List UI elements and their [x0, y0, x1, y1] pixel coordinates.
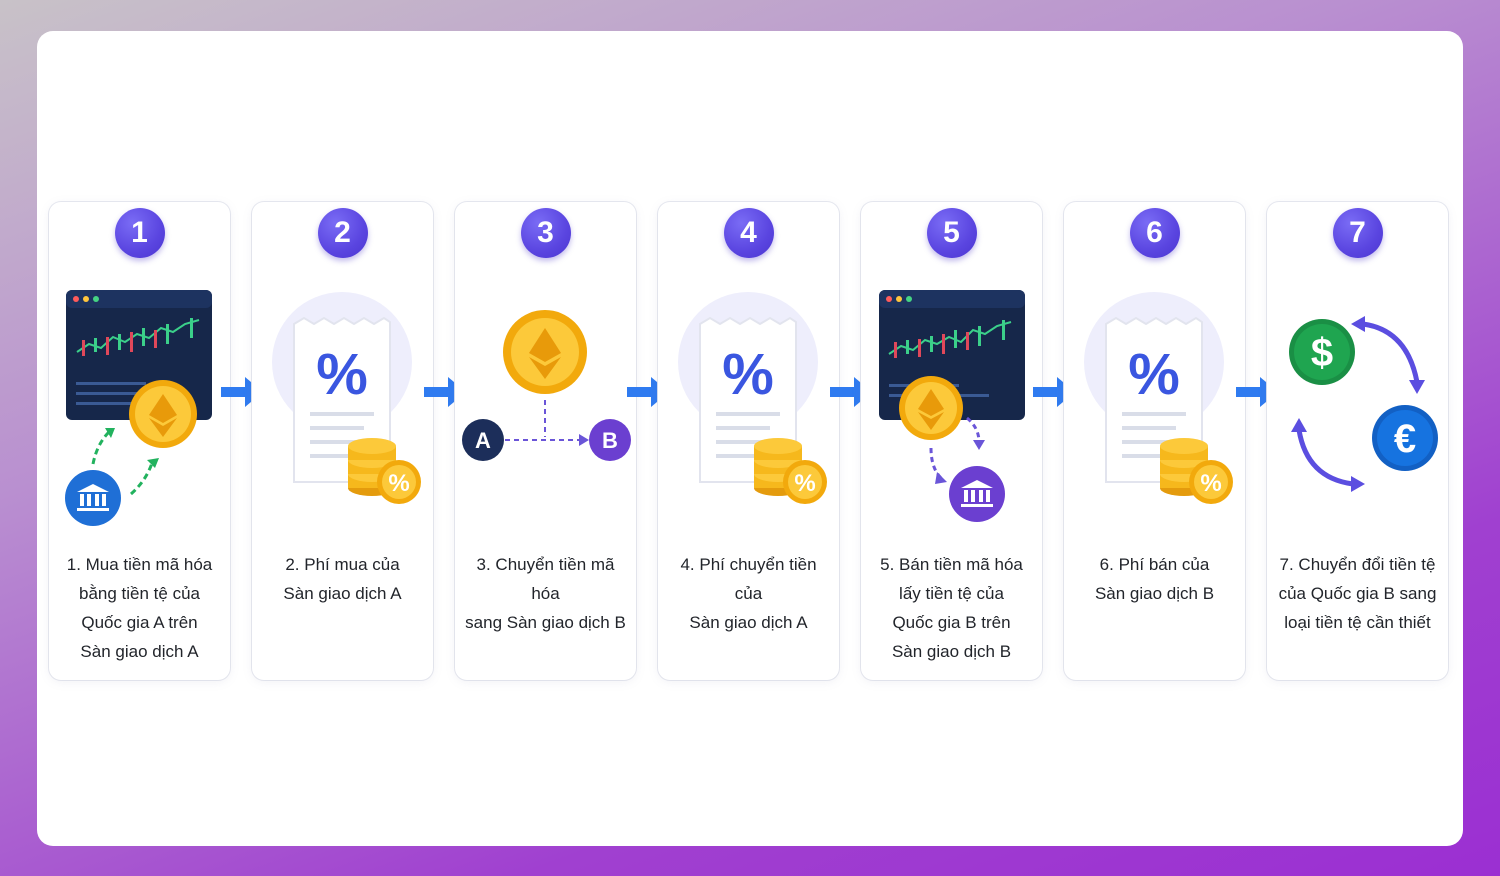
step-card-5: 5 [861, 202, 1042, 680]
step-number-badge: 3 [520, 208, 571, 258]
coin-stack-percent-icon: % [754, 438, 827, 504]
step-caption: 1. Mua tiền mã hóa bằng tiền tệ của Quốc… [66, 555, 213, 661]
coin-stack-percent-icon: % [348, 438, 421, 504]
step-number-badge: 2 [317, 208, 368, 258]
svg-text:%: % [722, 342, 774, 407]
crypto-transfer-illustration: A B [462, 310, 631, 461]
step-card-1: 1 [49, 202, 230, 680]
svg-text:$: $ [1311, 331, 1333, 375]
node-b-icon: B [589, 419, 631, 461]
ethereum-coin-icon [129, 380, 197, 448]
step-illustration [49, 282, 230, 532]
step-card-2: 2 % % 2. Phí mua của Sàn giao dịch A [252, 202, 433, 680]
svg-text:%: % [794, 470, 815, 497]
step-illustration: A B [455, 282, 636, 532]
ethereum-coin-icon [899, 376, 963, 440]
svg-text:B: B [602, 428, 618, 453]
step-number-badge: 6 [1129, 208, 1180, 258]
node-a-icon: A [462, 419, 504, 461]
step-caption: 3. Chuyển tiền mã hóa sang Sàn giao dịch… [465, 555, 626, 632]
fee-receipt-percent-icon: % % [678, 292, 827, 504]
ethereum-coin-icon [503, 310, 587, 394]
step-caption: 2. Phí mua của Sàn giao dịch A [283, 555, 402, 603]
step-card-6: 6 % % 6. Phí bán của Sàn giao dịch B [1064, 202, 1245, 680]
step-caption: 7. Chuyển đổi tiền tệ của Quốc gia B san… [1278, 555, 1437, 632]
transfer-dotted-arrow-icon [505, 400, 580, 441]
svg-text:€: € [1394, 417, 1416, 461]
step-number-badge: 5 [926, 208, 977, 258]
svg-text:%: % [1200, 470, 1221, 497]
exchange-sell-illustration [879, 290, 1025, 522]
step-caption: 5. Bán tiền mã hóa lấy tiền tệ của Quốc … [880, 555, 1023, 661]
dollar-coin-icon: $ [1289, 319, 1355, 385]
exchange-cycle-arrows-icon [1296, 321, 1420, 487]
flow-dashed-arrows [91, 430, 155, 496]
step-illustration: % % [1064, 282, 1245, 532]
step-card-4: 4 % % 4. Phí chuyển tiền của Sàn giao dị… [658, 202, 839, 680]
step-illustration: % % [252, 282, 433, 532]
step-card-7: 7 $ € [1267, 202, 1448, 680]
step-illustration [861, 282, 1042, 532]
euro-coin-icon: € [1372, 405, 1438, 471]
step-number-badge: 4 [723, 208, 774, 258]
svg-text:A: A [475, 428, 491, 453]
svg-text:%: % [316, 342, 368, 407]
currency-exchange-illustration: $ € [1289, 316, 1438, 492]
exchange-buy-illustration [65, 290, 212, 526]
coin-stack-percent-icon: % [1160, 438, 1233, 504]
svg-text:%: % [388, 470, 409, 497]
fee-receipt-percent-icon: % % [1084, 292, 1233, 504]
step-number-badge: 7 [1332, 208, 1383, 258]
bank-icon [949, 466, 1005, 522]
step-number-badge: 1 [114, 208, 165, 258]
process-diagram-panel: 1 [37, 31, 1463, 846]
step-illustration: % % [658, 282, 839, 532]
fee-receipt-percent-icon: % % [272, 292, 421, 504]
bank-icon [65, 470, 121, 526]
step-caption: 6. Phí bán của Sàn giao dịch B [1094, 555, 1215, 603]
step-caption: 4. Phí chuyển tiền của Sàn giao dịch A [680, 555, 817, 632]
svg-text:%: % [1128, 342, 1180, 407]
step-illustration: $ € [1267, 282, 1448, 532]
step-card-3: 3 A B [455, 202, 636, 680]
